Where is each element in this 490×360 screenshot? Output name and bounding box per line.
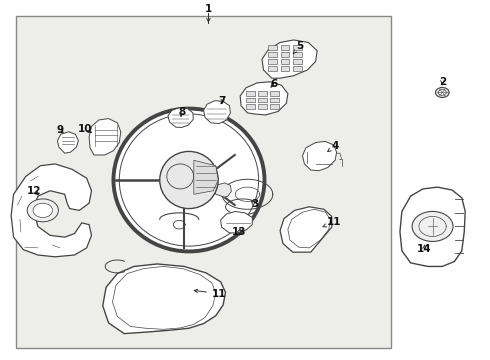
- Bar: [258, 98, 267, 102]
- Polygon shape: [57, 132, 78, 153]
- Bar: [270, 98, 279, 102]
- Bar: [293, 52, 301, 57]
- Text: 12: 12: [27, 186, 42, 197]
- Bar: [269, 59, 277, 64]
- Text: 7: 7: [219, 96, 226, 107]
- Text: 5: 5: [293, 41, 303, 54]
- Polygon shape: [194, 160, 218, 194]
- Circle shape: [33, 203, 52, 217]
- Bar: [270, 91, 279, 96]
- Polygon shape: [240, 82, 288, 115]
- Circle shape: [436, 87, 449, 98]
- Bar: [258, 91, 267, 96]
- Text: 6: 6: [270, 78, 278, 89]
- Polygon shape: [220, 211, 252, 233]
- Bar: [269, 45, 277, 50]
- Text: 9: 9: [56, 125, 63, 135]
- Bar: [246, 104, 255, 109]
- Text: 3: 3: [251, 199, 258, 209]
- Text: 11: 11: [323, 217, 341, 227]
- Bar: [293, 59, 301, 64]
- Bar: [281, 59, 289, 64]
- Polygon shape: [302, 141, 337, 171]
- Circle shape: [439, 90, 446, 95]
- Text: 2: 2: [439, 77, 446, 87]
- Text: 4: 4: [328, 141, 339, 152]
- Polygon shape: [400, 187, 465, 266]
- Bar: [281, 45, 289, 50]
- Text: 14: 14: [417, 244, 432, 253]
- Text: 1: 1: [205, 4, 212, 14]
- Polygon shape: [280, 207, 332, 252]
- Polygon shape: [203, 101, 230, 123]
- Polygon shape: [89, 118, 121, 155]
- Circle shape: [27, 199, 58, 222]
- Bar: [258, 104, 267, 109]
- Text: 11: 11: [194, 289, 226, 298]
- Circle shape: [412, 211, 453, 242]
- Polygon shape: [262, 40, 317, 78]
- Bar: [281, 66, 289, 71]
- Bar: [246, 91, 255, 96]
- Bar: [269, 52, 277, 57]
- Bar: [246, 98, 255, 102]
- Bar: [269, 66, 277, 71]
- Bar: [293, 45, 301, 50]
- Bar: [270, 104, 279, 109]
- Bar: [281, 52, 289, 57]
- Ellipse shape: [114, 109, 265, 251]
- Text: 10: 10: [78, 124, 93, 134]
- Polygon shape: [11, 164, 92, 257]
- FancyBboxPatch shape: [16, 16, 391, 348]
- Ellipse shape: [160, 152, 218, 208]
- Text: 8: 8: [178, 107, 185, 117]
- Bar: [293, 66, 301, 71]
- Polygon shape: [168, 108, 194, 127]
- Text: 13: 13: [232, 227, 246, 237]
- Polygon shape: [213, 183, 231, 197]
- Polygon shape: [103, 264, 225, 334]
